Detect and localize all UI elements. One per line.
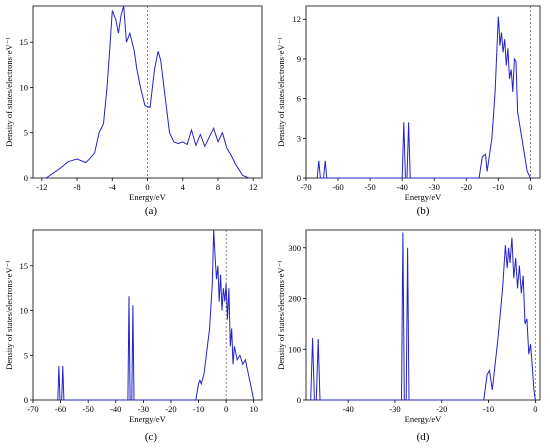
y-tick-label: 10 bbox=[20, 306, 29, 316]
x-tick-label: -60 bbox=[332, 182, 343, 192]
dos-curve bbox=[316, 16, 531, 179]
y-tick-label: 100 bbox=[288, 344, 301, 354]
x-tick-label: 8 bbox=[216, 182, 220, 192]
dos-curve bbox=[45, 5, 249, 179]
y-axis-title: Density of states/electrons·eV⁻¹ bbox=[276, 37, 286, 147]
x-tick-label: 12 bbox=[249, 182, 258, 192]
panel-label: (d) bbox=[417, 431, 430, 443]
y-tick-label: 0 bbox=[24, 173, 28, 183]
x-tick-label: -4 bbox=[109, 182, 117, 192]
x-tick-label: -20 bbox=[461, 182, 472, 192]
y-tick-label: 5 bbox=[24, 350, 28, 360]
x-tick-label: -10 bbox=[483, 404, 494, 414]
x-tick-label: -10 bbox=[493, 182, 504, 192]
x-tick-label: 4 bbox=[181, 182, 186, 192]
panel-b: -70 -60 -50 -40 -30 -20 -10 0 0 3 6 9 12 Energy/eV Den… bbox=[276, 5, 541, 217]
y-axis-title: Density of states/electrons·eV⁻¹ bbox=[4, 37, 14, 147]
x-tick-label: 0 bbox=[145, 182, 149, 192]
dos-curve bbox=[310, 232, 536, 401]
y-tick-label: 200 bbox=[288, 294, 301, 304]
panel-label: (c) bbox=[145, 431, 158, 443]
x-tick-label: -8 bbox=[73, 182, 80, 192]
x-axis-title: Energy/eV bbox=[129, 192, 167, 202]
x-tick-label: -12 bbox=[36, 182, 47, 192]
panel-d: -40 -30 -20 -10 0 0 100 200 300 Energy/eV Density … bbox=[276, 229, 541, 443]
x-tick-label: -30 bbox=[429, 182, 440, 192]
y-tick-label: 5 bbox=[24, 128, 28, 138]
y-tick-label: 15 bbox=[20, 261, 29, 271]
x-tick-label: -60 bbox=[55, 404, 66, 414]
x-tick-label: -20 bbox=[436, 404, 447, 414]
x-axis-title: Energy/eV bbox=[129, 414, 167, 424]
dos-curve bbox=[57, 229, 255, 401]
y-tick-label: 0 bbox=[297, 395, 301, 405]
x-tick-label: -30 bbox=[138, 404, 149, 414]
plot-frame bbox=[305, 5, 541, 179]
x-tick-label: 0 bbox=[528, 182, 532, 192]
x-tick-label: 0 bbox=[533, 404, 537, 414]
x-tick-label: -10 bbox=[193, 404, 204, 414]
y-tick-label: 0 bbox=[24, 395, 28, 405]
x-axis-title: Energy/eV bbox=[405, 192, 443, 202]
x-tick-label: -50 bbox=[364, 182, 375, 192]
panel-label: (a) bbox=[145, 205, 158, 217]
y-tick-label: 300 bbox=[288, 243, 301, 253]
y-axis-title: Density of states/electrons·eV⁻¹ bbox=[276, 260, 286, 370]
y-tick-label: 0 bbox=[297, 173, 301, 183]
x-tick-label: -40 bbox=[110, 404, 121, 414]
x-tick-label: 10 bbox=[249, 404, 258, 414]
y-tick-label: 12 bbox=[293, 14, 302, 24]
x-tick-label: -40 bbox=[342, 404, 353, 414]
x-axis-title: Energy/eV bbox=[405, 414, 443, 424]
x-tick-label: -20 bbox=[165, 404, 176, 414]
x-tick-label: 0 bbox=[224, 404, 228, 414]
panel-a: -12 -8 -4 0 4 8 12 0 5 10 15 Energy/eV Density of st… bbox=[4, 5, 263, 217]
panel-c: -70 -60 -50 -40 -30 -20 -10 0 10 0 5 10 15 Energy/eV D… bbox=[4, 229, 263, 443]
y-tick-label: 10 bbox=[20, 82, 29, 92]
y-tick-label: 15 bbox=[20, 37, 29, 47]
x-tick-label: -50 bbox=[83, 404, 94, 414]
y-tick-label: 6 bbox=[297, 94, 301, 104]
x-tick-label: -30 bbox=[389, 404, 400, 414]
panel-label: (b) bbox=[417, 205, 430, 217]
x-tick-label: -70 bbox=[300, 182, 311, 192]
y-tick-label: 9 bbox=[297, 54, 301, 64]
x-tick-label: -70 bbox=[27, 404, 38, 414]
y-axis-title: Density of states/electrons·eV⁻¹ bbox=[4, 260, 14, 370]
y-tick-label: 3 bbox=[297, 133, 301, 143]
x-tick-label: -40 bbox=[396, 182, 407, 192]
